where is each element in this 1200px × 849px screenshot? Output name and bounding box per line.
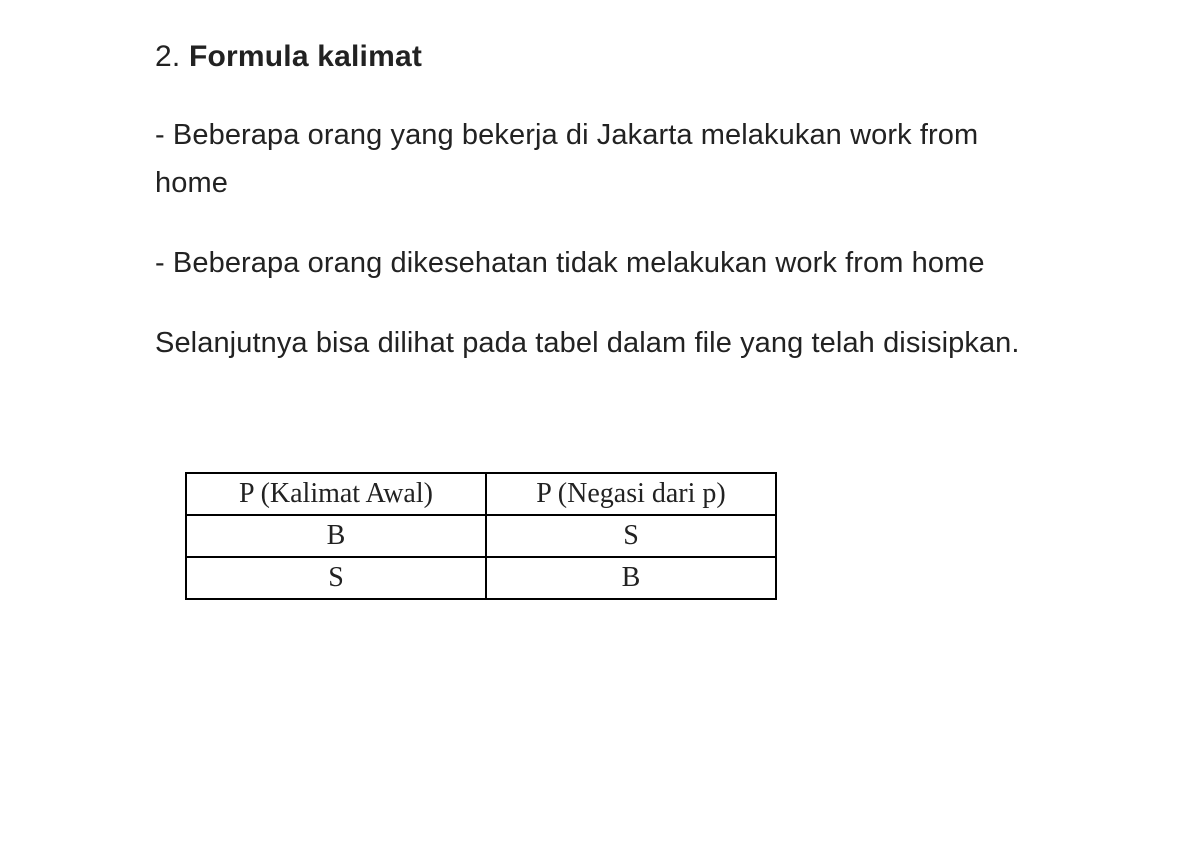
table-row: S B — [186, 557, 776, 599]
paragraph-1: - Beberapa orang yang bekerja di Jakarta… — [155, 112, 1045, 208]
truth-table-container: P (Kalimat Awal) P (Negasi dari p) B S S… — [185, 472, 1045, 600]
truth-table: P (Kalimat Awal) P (Negasi dari p) B S S… — [185, 472, 777, 600]
table-header-cell: P (Negasi dari p) — [486, 473, 776, 515]
table-cell: B — [186, 515, 486, 557]
table-cell: B — [486, 557, 776, 599]
section-heading: 2. Formula kalimat — [155, 40, 1045, 74]
table-header-cell: P (Kalimat Awal) — [186, 473, 486, 515]
heading-number: 2. — [155, 40, 180, 73]
paragraph-2: - Beberapa orang dikesehatan tidak melak… — [155, 240, 1045, 288]
table-cell: S — [186, 557, 486, 599]
table-header-row: P (Kalimat Awal) P (Negasi dari p) — [186, 473, 776, 515]
heading-title: Formula kalimat — [189, 40, 422, 73]
table-row: B S — [186, 515, 776, 557]
table-cell: S — [486, 515, 776, 557]
paragraph-3: Selanjutnya bisa dilihat pada tabel dala… — [155, 320, 1045, 368]
